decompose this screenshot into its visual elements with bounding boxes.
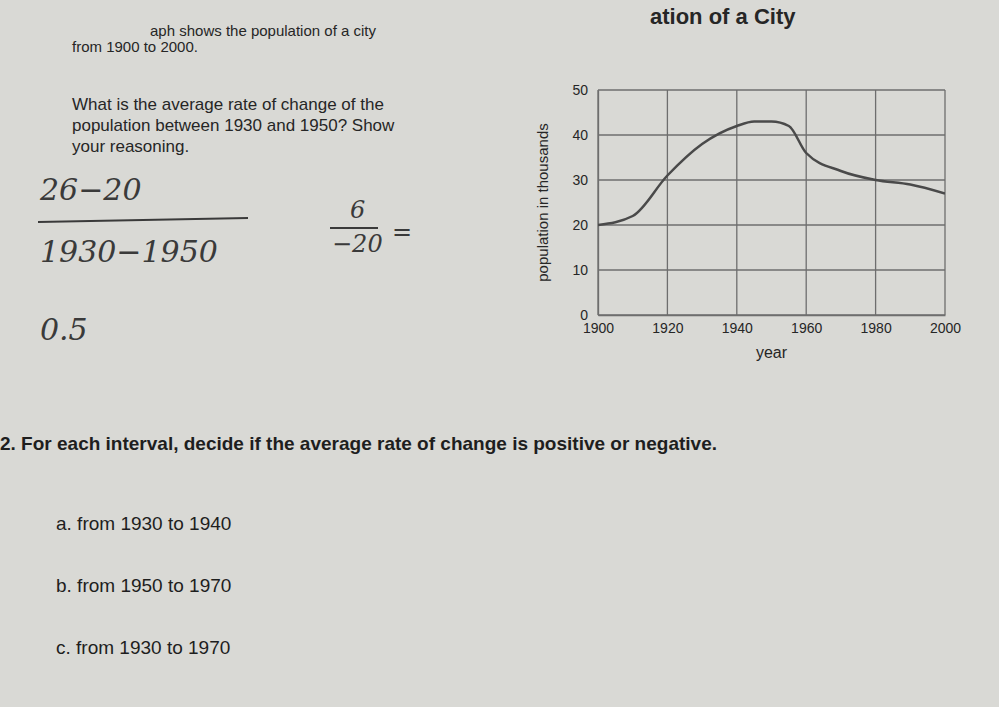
y-tick-label: 20 — [572, 217, 588, 233]
interval-text: b. from 1950 to 1970 — [56, 575, 231, 596]
fraction-bar — [38, 218, 248, 222]
grid-line — [736, 90, 737, 315]
x-tick-label: 1940 — [722, 320, 753, 336]
grid — [598, 90, 945, 315]
handwriting: 0.5 — [40, 312, 88, 347]
y-tick: 30 — [572, 172, 598, 188]
question-text: your reasoning. — [72, 137, 189, 156]
x-axis: 190019201940196019802000 — [583, 315, 961, 336]
fraction-bar — [330, 227, 378, 229]
handwriting: 1930−1950 — [40, 234, 218, 269]
question-text: population between 1930 and 1950? Show — [72, 116, 395, 135]
y-tick-label: 40 — [572, 127, 588, 143]
interval-text: a. from 1930 to 1940 — [56, 513, 231, 534]
interval-text: c. from 1930 to 1970 — [56, 637, 230, 658]
y-tick: 40 — [572, 127, 598, 143]
question-text: What is the average rate of change of th… — [72, 95, 384, 114]
grid-line — [597, 90, 598, 315]
y-axis-line — [598, 91, 599, 316]
grid-line — [598, 134, 945, 135]
grid-line — [598, 314, 945, 315]
x-tick: 2000 — [930, 315, 961, 336]
intro-text: from 1900 to 2000. — [72, 38, 198, 55]
handwriting: −20 — [332, 230, 383, 258]
y-tick-label: 10 — [572, 262, 588, 278]
handwriting: = — [392, 218, 412, 246]
x-tick-label: 1980 — [861, 320, 892, 336]
grid-line — [667, 90, 668, 315]
grid-line — [598, 89, 945, 90]
y-tick-label: 50 — [572, 82, 588, 98]
y-tick-label: 0 — [580, 307, 588, 323]
x-tick: 1920 — [652, 315, 683, 336]
page-title: ation of a City — [650, 4, 796, 29]
population-line — [598, 122, 945, 226]
x-tick: 1980 — [861, 315, 892, 336]
y-tick-label: 30 — [572, 172, 588, 188]
handwriting: 26−20 — [39, 172, 141, 207]
grid-line — [598, 269, 945, 270]
grid-line — [598, 179, 945, 180]
y-tick: 0 — [580, 307, 598, 323]
y-tick: 20 — [572, 217, 598, 233]
x-axis-line — [599, 315, 946, 316]
question-text: 2. For each interval, decide if the aver… — [0, 433, 717, 454]
x-tick: 1960 — [791, 315, 822, 336]
grid-line — [875, 90, 876, 315]
grid-line — [944, 90, 945, 315]
grid-line — [598, 224, 945, 225]
handwriting: 6 — [350, 196, 365, 224]
x-axis-title: year — [756, 344, 788, 361]
grid-line — [806, 90, 807, 315]
y-axis-title: population in thousands — [534, 123, 551, 281]
page: ation of a City aph shows the population … — [0, 0, 999, 707]
y-tick: 50 — [572, 82, 598, 98]
y-axis: 0 10 20 30 40 50 — [572, 82, 598, 323]
x-tick-label: 1960 — [791, 320, 822, 336]
x-tick-label: 2000 — [930, 320, 961, 336]
x-tick-label: 1920 — [652, 320, 683, 336]
plot-area — [598, 122, 945, 226]
x-tick: 1940 — [722, 315, 753, 336]
y-tick: 10 — [572, 262, 598, 278]
intro-text: aph shows the population of a city — [150, 22, 376, 39]
